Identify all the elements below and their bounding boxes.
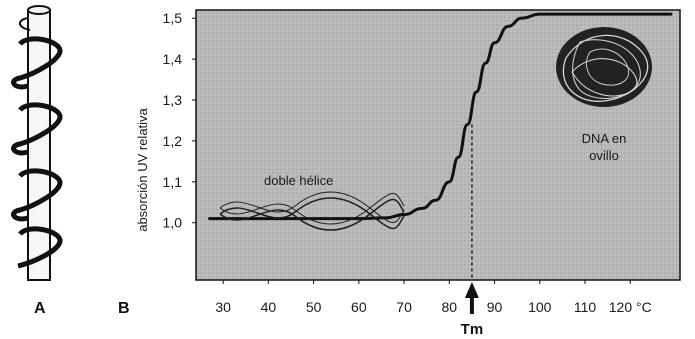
panel-b-label: B	[118, 300, 130, 317]
coil-illustration	[556, 27, 652, 107]
coil-label-line-2: ovillo	[589, 148, 619, 163]
x-tick-label: 80	[442, 299, 458, 315]
tm-label: Tm	[461, 321, 484, 338]
panel-a-label: A	[34, 300, 46, 317]
y-tick-label: 1,0	[163, 215, 183, 231]
x-tick-label: 50	[306, 299, 322, 315]
y-ticks-group: 1,0 1,1 1,2 1,3 1,4 1,5	[163, 10, 196, 231]
y-tick-label: 1,5	[163, 10, 183, 26]
x-tick-label: 70	[396, 299, 412, 315]
x-tick-label: 120 °C	[609, 299, 652, 315]
y-tick-label: 1,2	[163, 133, 183, 149]
ribbon-turn-2	[11, 102, 63, 156]
x-tick-label: 60	[351, 299, 367, 315]
x-tick-label: 40	[261, 299, 277, 315]
x-tick-label: 90	[487, 299, 503, 315]
y-axis-title: absorción UV relativa	[135, 107, 150, 231]
coil-label-line-1: DNA en	[582, 131, 627, 146]
coil-loop-4	[586, 48, 630, 86]
melting-curve	[208, 12, 673, 221]
coil-loop-3	[571, 58, 638, 97]
rod-top	[27, 5, 51, 15]
ribbon-turn-3	[11, 168, 63, 222]
coil-loop-1	[562, 34, 649, 102]
panel-a-illustration: A	[11, 5, 63, 317]
tm-arrow	[464, 282, 479, 314]
rod-shape	[27, 9, 51, 281]
ribbon-turn-4	[17, 226, 63, 269]
x-tick-label: 110	[574, 299, 597, 315]
helix-strand-3	[219, 191, 405, 223]
double-helix-label: doble hélice	[264, 173, 333, 188]
ribbon-start	[19, 17, 31, 31]
double-helix-illustration	[219, 191, 405, 231]
y-tick-label: 1,3	[163, 92, 183, 108]
x-tick-label: 30	[215, 299, 231, 315]
ribbon-turn-1	[11, 36, 63, 90]
helix-strand-2	[219, 198, 405, 231]
coil-mass	[556, 27, 652, 107]
x-ticks-group: 30 40 50 60 70 80 90 100 110 120 °C	[215, 280, 652, 315]
helix-strand-1	[219, 197, 405, 230]
y-tick-label: 1,4	[163, 51, 183, 67]
helix-strand-4	[219, 193, 405, 225]
y-tick-label: 1,1	[163, 174, 183, 190]
x-tick-label: 100	[528, 299, 552, 315]
panel-b-chart: B absorción UV relativa 30 40 50 60 70 80 90 10…	[118, 9, 681, 338]
